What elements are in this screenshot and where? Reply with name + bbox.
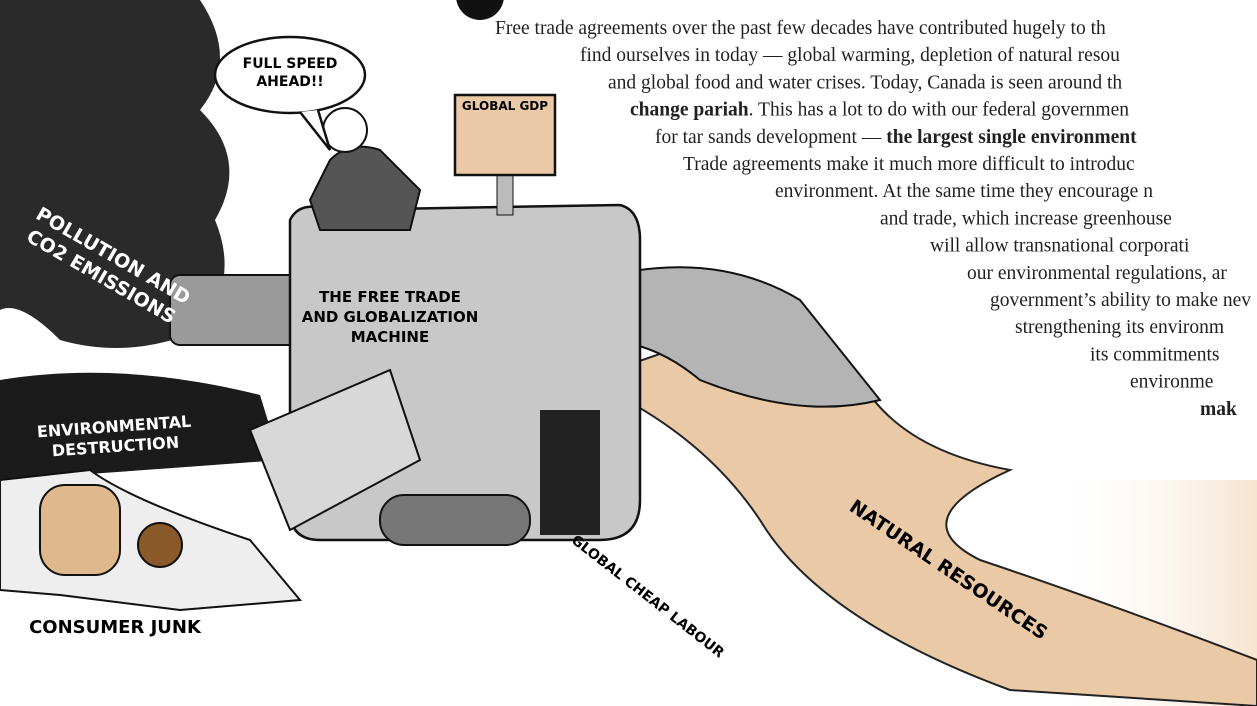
text-segment: for tar sands development — [655, 127, 886, 148]
text-segment: environment. At the same time they encou… [775, 181, 1153, 202]
text-segment: its commitments [1090, 344, 1219, 365]
machine-door [540, 410, 600, 535]
paragraph-line: and global food and water crises. Today,… [608, 72, 1122, 93]
paragraph-line: mak [1200, 399, 1237, 420]
ball [138, 523, 182, 567]
tread [380, 495, 530, 545]
gdp-label: GLOBAL GDP [462, 99, 548, 113]
text-segment: the largest single environment [886, 127, 1137, 148]
paragraph-line: Free trade agreements over the past few … [495, 18, 1106, 39]
section-dot [456, 0, 504, 20]
paragraph-line: environment. At the same time they encou… [775, 181, 1153, 202]
text-segment: Free trade agreements over the past few … [495, 18, 1106, 39]
bubble-text: FULL SPEED [243, 56, 338, 72]
text-segment: government’s ability to make nev [990, 290, 1251, 311]
paragraph-line: and trade, which increase greenhouse [880, 208, 1172, 229]
paragraph-line: environme [1130, 372, 1213, 393]
text-segment: mak [1200, 399, 1237, 420]
text-segment: and global food and water crises. Today,… [608, 72, 1122, 93]
paragraph-line: will allow transnational corporati [930, 236, 1190, 257]
paragraph-line: government’s ability to make nev [990, 290, 1251, 311]
paragraph-line: change pariah. This has a lot to do with… [630, 100, 1129, 121]
text-segment: will allow transnational corporati [930, 236, 1190, 257]
driver [310, 147, 420, 230]
text-segment: find ourselves in today — global warming… [580, 45, 1120, 66]
text-segment: change pariah [630, 100, 749, 121]
paragraph-line: Trade agreements make it much more diffi… [683, 154, 1135, 175]
paragraph-line: find ourselves in today — global warming… [580, 45, 1120, 66]
illustration: GLOBAL GDP FULL SPEED AHEAD!! THE FREE T… [0, 0, 1257, 706]
labour-label: GLOBAL CHEAP LABOUR [568, 532, 727, 661]
paragraph-line: our environmental regulations, ar [967, 263, 1227, 284]
text-segment: and trade, which increase greenhouse [880, 208, 1172, 229]
text-segment: . This has a lot to do with our federal … [749, 100, 1130, 121]
toy-car [40, 485, 120, 575]
bubble-text: AHEAD!! [256, 74, 323, 90]
machine-label: MACHINE [351, 328, 429, 346]
text-segment: strengthening its environm [1015, 317, 1224, 338]
text-segment: our environmental regulations, ar [967, 263, 1227, 284]
machine-label: THE FREE TRADE [319, 288, 461, 306]
text-segment: environme [1130, 372, 1213, 393]
paragraph-line: strengthening its environm [1015, 317, 1224, 338]
junk-label: CONSUMER JUNK [29, 617, 202, 638]
paragraph-line: for tar sands development — the largest … [655, 127, 1137, 148]
page: GLOBAL GDP FULL SPEED AHEAD!! THE FREE T… [0, 0, 1257, 706]
paragraph-line: its commitments [1090, 344, 1219, 365]
machine-label: AND GLOBALIZATION [302, 308, 479, 326]
text-segment: Trade agreements make it much more diffi… [683, 154, 1135, 175]
